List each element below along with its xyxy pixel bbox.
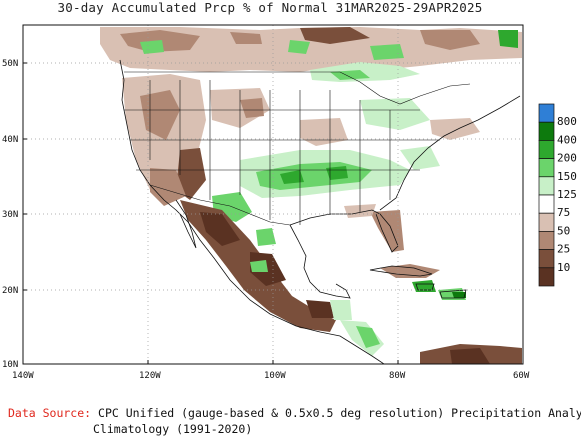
legend-swatch: [538, 194, 555, 214]
legend-label: 25: [557, 243, 570, 256]
legend-swatch: [538, 121, 555, 141]
data-source-label: Data Source:: [8, 406, 92, 420]
legend-label: 400: [557, 133, 577, 146]
legend-swatch: [538, 267, 555, 287]
color-legend: 800 400 200 150 125 75 50 25 10: [538, 103, 577, 287]
lon-label: 100W: [264, 371, 286, 381]
lon-label: 80W: [389, 371, 406, 381]
lon-label: 120W: [139, 371, 161, 381]
coastlines: [119, 59, 521, 364]
legend-swatch: [538, 140, 555, 159]
legend-label: 200: [557, 152, 577, 165]
axis-ticks: [23, 62, 399, 364]
legend-swatch: [538, 176, 555, 196]
precip-fields: [100, 27, 522, 364]
lat-label: 40N: [2, 135, 18, 145]
political-borders: [124, 71, 471, 226]
legend-label: 800: [557, 115, 577, 128]
legend-swatch: [538, 212, 555, 232]
legend-swatch: [538, 103, 555, 123]
data-source-line: Data Source: CPC Unified (gauge-based & …: [8, 406, 581, 420]
legend-swatch: [538, 249, 555, 269]
lat-label: 20N: [2, 286, 18, 296]
legend-swatch: [538, 158, 555, 178]
legend-label: 150: [557, 170, 577, 183]
lat-label: 10N: [2, 360, 18, 370]
legend-label: 125: [557, 188, 577, 201]
legend-label: 10: [557, 261, 570, 274]
climatology-text: Climatology (1991-2020): [93, 422, 253, 436]
lat-label: 30N: [2, 210, 18, 220]
legend-label: 50: [557, 224, 570, 237]
lon-label: 60W: [513, 371, 530, 381]
lon-label: 140W: [12, 371, 34, 381]
map-title: 30-day Accumulated Prcp % of Normal 31MA…: [57, 0, 483, 15]
data-source-text: CPC Unified (gauge-based & 0.5x0.5 deg r…: [98, 406, 581, 420]
graticule: [23, 25, 523, 364]
lat-label: 50N: [2, 59, 18, 69]
legend-swatch: [538, 231, 555, 250]
precipitation-map: 50N 40N 30N 20N 10N 140W 120W 100W 80W 6…: [2, 24, 577, 381]
legend-label: 75: [557, 206, 570, 219]
